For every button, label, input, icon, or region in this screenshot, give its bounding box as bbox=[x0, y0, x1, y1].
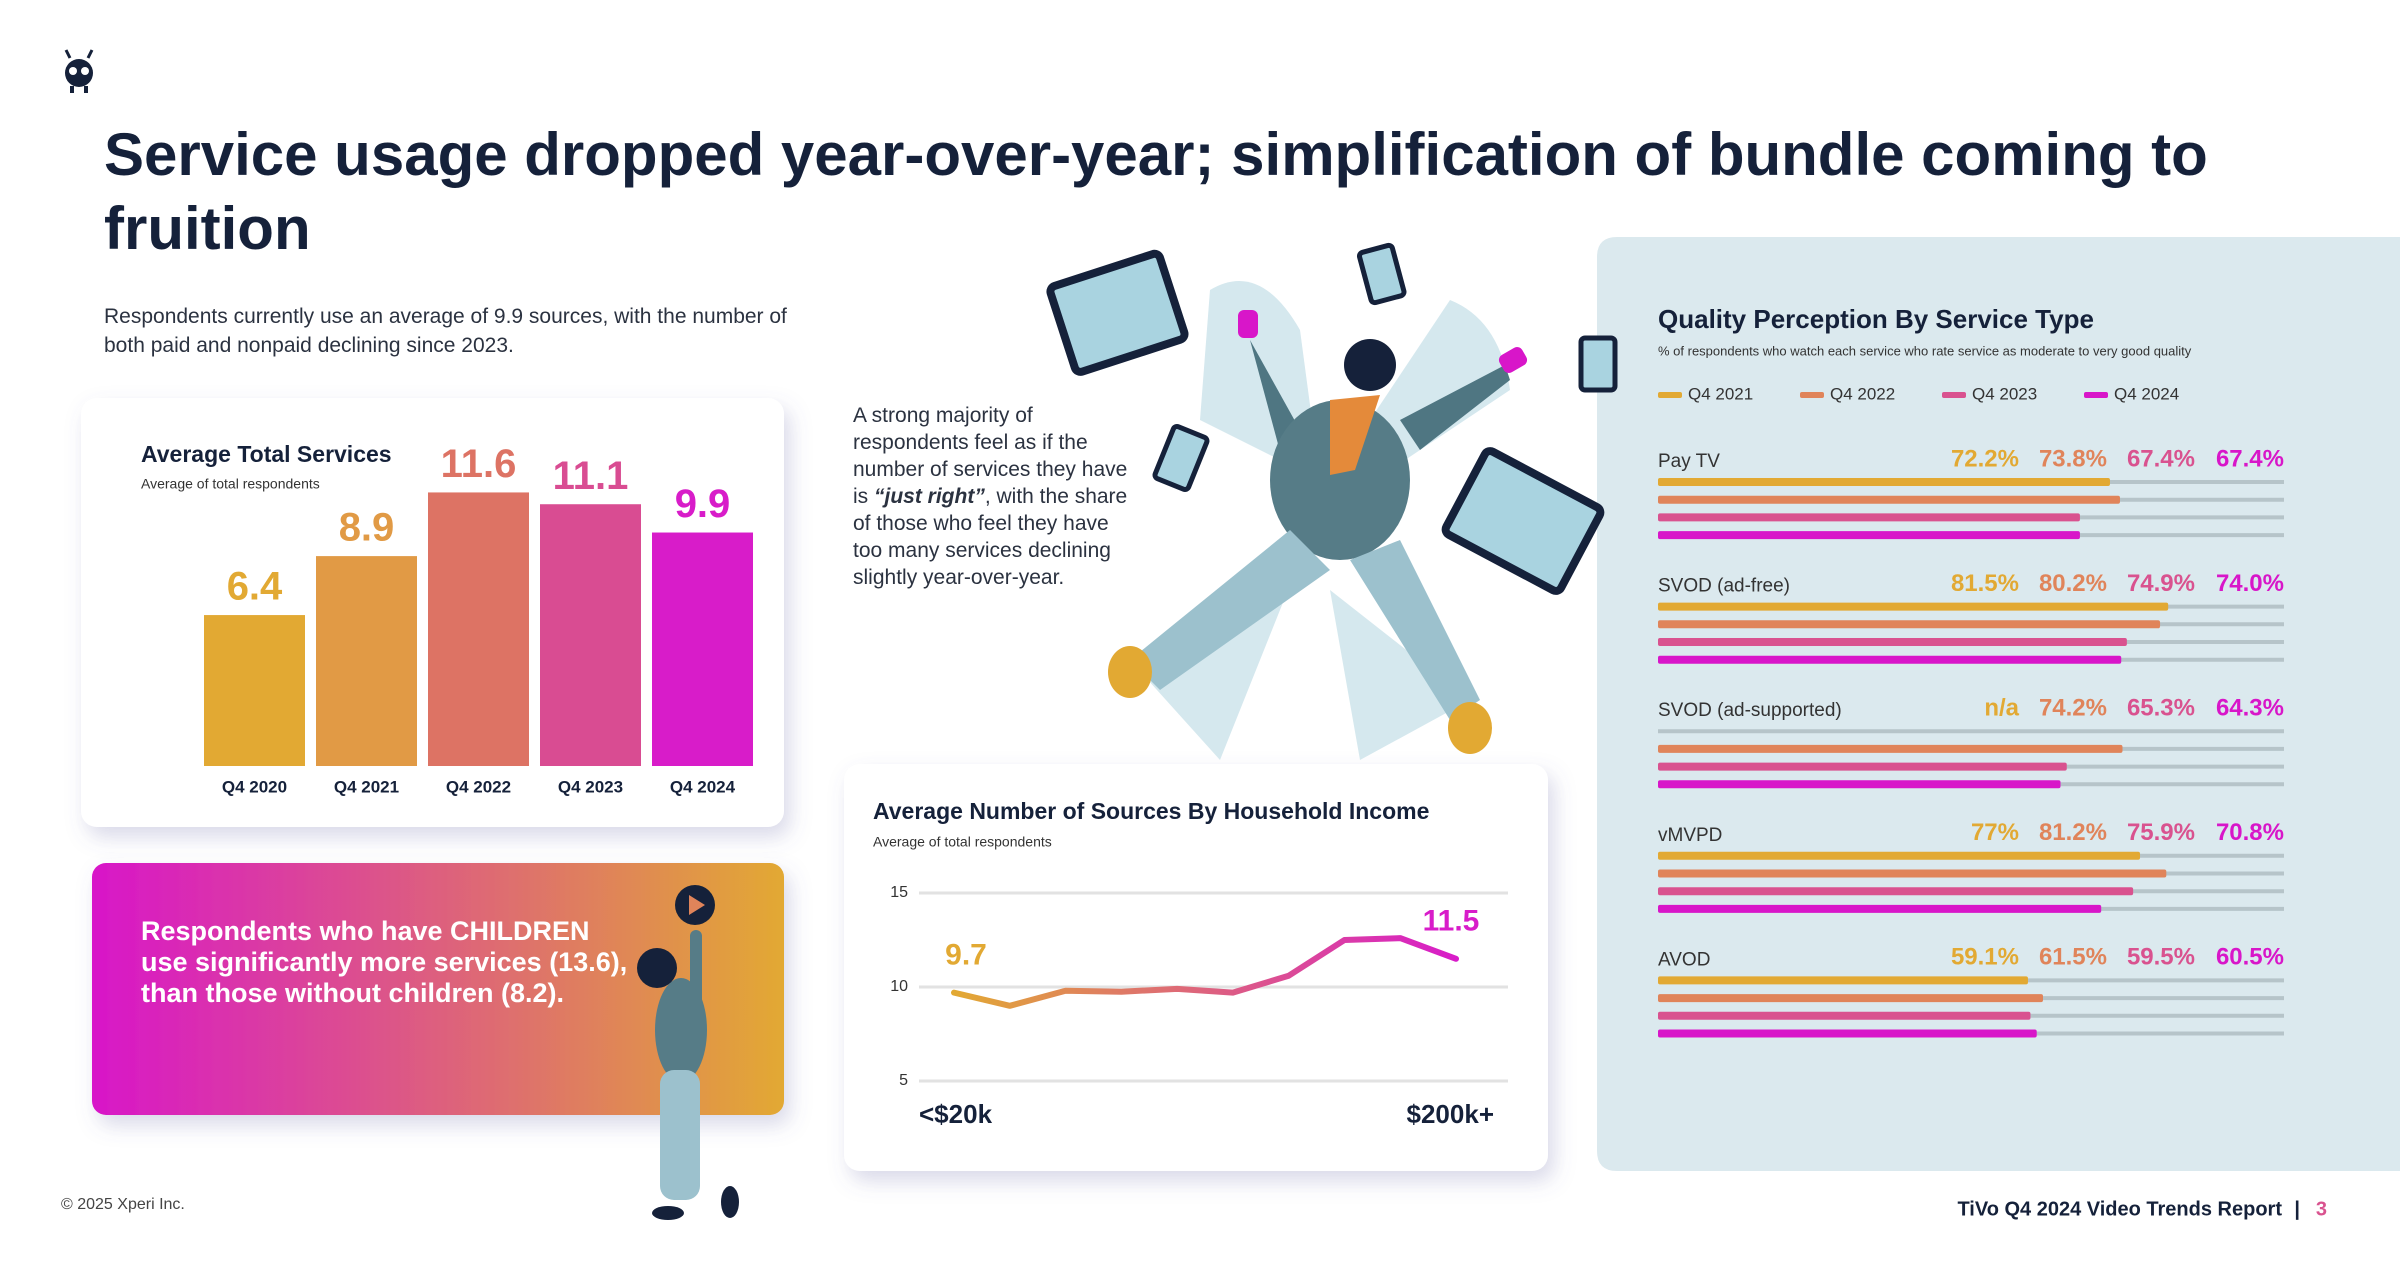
legend-label: Q4 2024 bbox=[2114, 384, 2179, 403]
data-label: 59.1% bbox=[1951, 944, 2019, 971]
chart-subtitle: % of respondents who watch each service … bbox=[1658, 343, 2192, 358]
logo bbox=[64, 49, 94, 93]
data-label: 65.3% bbox=[2127, 695, 2195, 722]
data-label: 67.4% bbox=[2216, 445, 2284, 472]
bar bbox=[1658, 851, 2141, 860]
x-tick-label: Q4 2023 bbox=[558, 777, 623, 796]
category-label: SVOD (ad-supported) bbox=[1658, 700, 1842, 721]
bar bbox=[1658, 869, 2167, 878]
bar-value-label: 8.9 bbox=[339, 506, 395, 550]
bar bbox=[1658, 1029, 2037, 1038]
data-label: 77% bbox=[1971, 819, 2019, 846]
page-title: Service usage dropped year-over-year; si… bbox=[104, 121, 2208, 262]
bar bbox=[1658, 638, 2127, 646]
data-label: 73.8% bbox=[2039, 445, 2107, 472]
bar bbox=[540, 504, 641, 766]
data-label: 9.7 bbox=[945, 939, 987, 972]
page-number: 3 bbox=[2316, 1198, 2327, 1220]
bar bbox=[1658, 531, 2080, 540]
illustration bbox=[637, 242, 1618, 1220]
legend-swatch bbox=[1800, 392, 1824, 398]
bar bbox=[652, 532, 753, 766]
bar bbox=[1658, 478, 2110, 486]
quality-panel bbox=[1597, 237, 2400, 1171]
legend-label: Q4 2022 bbox=[1830, 384, 1895, 403]
data-label: 80.2% bbox=[2039, 570, 2107, 597]
chart-subtitle: Average of total respondents bbox=[873, 834, 1052, 850]
x-tick-label: Q4 2020 bbox=[222, 777, 287, 796]
bar bbox=[316, 556, 417, 766]
x-tick-label: Q4 2022 bbox=[446, 777, 511, 796]
x-tick-label: Q4 2024 bbox=[670, 777, 736, 796]
legend-swatch bbox=[1658, 392, 1682, 398]
intro-text: Respondents currently use an average of … bbox=[104, 305, 787, 357]
data-label: 74.2% bbox=[2039, 695, 2107, 722]
legend-label: Q4 2021 bbox=[1688, 384, 1753, 403]
legend-swatch bbox=[1942, 392, 1966, 398]
bar bbox=[1658, 602, 2169, 611]
data-label: 72.2% bbox=[1951, 445, 2019, 472]
callout-text: Respondents who have CHILDREN use signif… bbox=[141, 916, 628, 1008]
y-tick-label: 5 bbox=[899, 1072, 908, 1089]
bar bbox=[1658, 1011, 2031, 1020]
category-label: SVOD (ad-free) bbox=[1658, 576, 1790, 597]
legend-label: Q4 2023 bbox=[1972, 384, 2037, 403]
data-label: n/a bbox=[1984, 695, 2019, 722]
data-label: 11.5 bbox=[1423, 905, 1480, 938]
bar bbox=[1658, 655, 2122, 664]
category-label: AVOD bbox=[1658, 949, 1710, 970]
bar bbox=[1658, 976, 2028, 985]
category-label: Pay TV bbox=[1658, 451, 1720, 472]
report-name: TiVo Q4 2024 Video Trends Report bbox=[1957, 1198, 2282, 1220]
chart-title: Average Total Services bbox=[141, 441, 392, 467]
x-tick-label: <$20k bbox=[919, 1099, 993, 1129]
legend-swatch bbox=[2084, 392, 2108, 398]
data-label: 67.4% bbox=[2127, 445, 2195, 472]
bar bbox=[1658, 887, 2134, 896]
data-label: 74.9% bbox=[2127, 570, 2195, 597]
bar-value-label: 11.1 bbox=[553, 454, 629, 498]
data-label: 74.0% bbox=[2216, 570, 2284, 597]
y-tick-label: 15 bbox=[890, 884, 908, 901]
bar bbox=[1658, 762, 2067, 771]
bar bbox=[1658, 495, 2120, 504]
line-series bbox=[951, 935, 1459, 1009]
category-label: vMVPD bbox=[1658, 825, 1722, 846]
bar bbox=[1658, 904, 2102, 913]
bar-value-label: 6.4 bbox=[227, 565, 283, 609]
insight-emphasis: “just right” bbox=[874, 485, 985, 508]
bar bbox=[428, 492, 529, 766]
bar bbox=[1658, 620, 2161, 629]
x-tick-label: Q4 2021 bbox=[334, 777, 399, 796]
line-card bbox=[844, 764, 1548, 1171]
bar-value-label: 11.6 bbox=[441, 442, 517, 486]
chart-title: Quality Perception By Service Type bbox=[1658, 304, 2094, 334]
data-label: 60.5% bbox=[2216, 944, 2284, 971]
bar bbox=[1658, 513, 2080, 522]
data-label: 81.5% bbox=[1951, 570, 2019, 597]
insight-part: , with the share of those who feel they … bbox=[853, 485, 1128, 589]
copyright: © 2025 Xperi Inc. bbox=[61, 1196, 185, 1213]
chart-title: Average Number of Sources By Household I… bbox=[873, 798, 1429, 824]
data-label: 64.3% bbox=[2216, 695, 2284, 722]
data-label: 75.9% bbox=[2127, 819, 2195, 846]
bar bbox=[1658, 780, 2061, 789]
y-tick-label: 10 bbox=[890, 978, 908, 995]
bar-value-label: 9.9 bbox=[675, 482, 731, 526]
footer-separator: | bbox=[2294, 1198, 2300, 1220]
bar bbox=[204, 615, 305, 766]
data-label: 70.8% bbox=[2216, 819, 2284, 846]
data-label: 81.2% bbox=[2039, 819, 2107, 846]
data-label: 59.5% bbox=[2127, 944, 2195, 971]
insight-part: A strong majority of respondents feel as… bbox=[853, 404, 1128, 508]
x-tick-label: $200k+ bbox=[1407, 1099, 1494, 1129]
data-label: 61.5% bbox=[2039, 944, 2107, 971]
chart-subtitle: Average of total respondents bbox=[141, 476, 320, 492]
bar bbox=[1658, 994, 2043, 1003]
insight-text: A strong majority of respondents feel as… bbox=[853, 402, 1133, 591]
bar bbox=[1658, 744, 2123, 753]
callout-card bbox=[92, 863, 784, 1115]
